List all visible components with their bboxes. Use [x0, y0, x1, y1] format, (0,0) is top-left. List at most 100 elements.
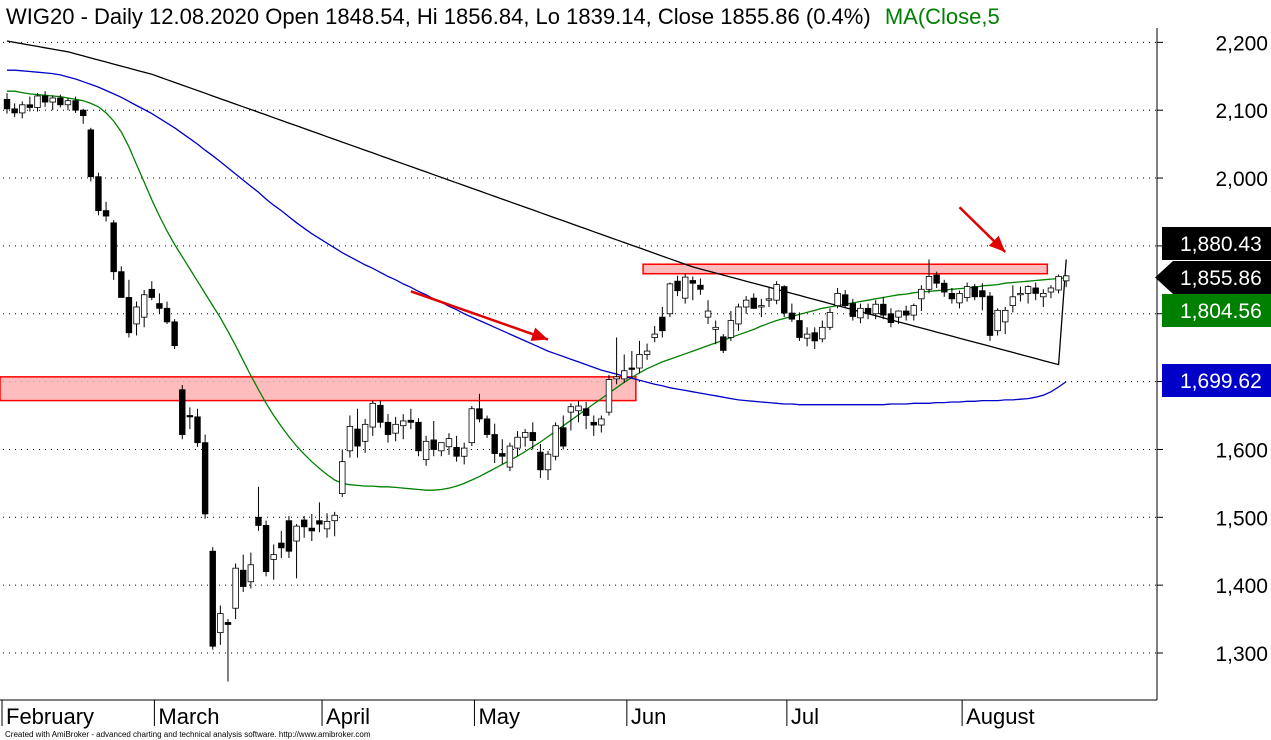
- candle-body: [636, 354, 643, 369]
- candle: [125, 279, 133, 338]
- candle-body: [285, 520, 293, 552]
- candle: [483, 415, 491, 438]
- candle-body: [49, 97, 56, 103]
- arrow-shaft: [410, 290, 549, 341]
- month-label: Jun: [631, 704, 666, 729]
- arrow-head: [530, 327, 549, 341]
- candle-body: [560, 427, 567, 447]
- price-label: 1,855.86: [1155, 261, 1271, 294]
- candle: [872, 300, 879, 320]
- month-label: April: [326, 704, 370, 729]
- candle: [582, 401, 590, 430]
- candle-body: [422, 440, 430, 461]
- candle: [80, 108, 87, 124]
- y-tick-label: 2,200: [1215, 32, 1268, 55]
- candle-body: [590, 421, 597, 426]
- candle: [476, 393, 483, 423]
- candle-body: [1047, 287, 1055, 293]
- candle-body: [704, 310, 712, 318]
- candle-body: [209, 550, 216, 647]
- candle-body: [194, 416, 201, 444]
- candle: [636, 340, 643, 374]
- candle: [1024, 285, 1032, 304]
- candle-body: [819, 326, 826, 340]
- candle: [902, 305, 910, 321]
- candle-body: [1017, 292, 1024, 296]
- candle-body: [384, 421, 392, 435]
- candle: [674, 275, 681, 297]
- candle: [163, 301, 171, 324]
- candle-body: [377, 404, 384, 423]
- candle: [110, 220, 117, 280]
- candle: [895, 310, 902, 324]
- price-label-box: [1162, 364, 1271, 397]
- candle: [468, 406, 476, 447]
- candle: [354, 408, 361, 458]
- candle-body: [26, 104, 34, 108]
- candle: [1040, 289, 1047, 307]
- candle-body: [468, 408, 476, 444]
- candle: [613, 337, 620, 385]
- candle: [407, 408, 415, 430]
- resistance-zone: [642, 263, 1049, 275]
- candle-body: [811, 332, 818, 342]
- candle: [857, 303, 864, 324]
- candle: [697, 278, 704, 295]
- candle-body: [849, 303, 857, 317]
- candle-body: [19, 104, 26, 114]
- candle-body: [186, 415, 194, 418]
- candle: [255, 486, 262, 531]
- candle: [567, 403, 575, 431]
- candle: [438, 442, 445, 457]
- candle: [186, 407, 194, 430]
- candle-body: [659, 316, 666, 332]
- candle: [201, 434, 209, 519]
- candle-body: [1040, 292, 1047, 298]
- candle-body: [3, 98, 11, 110]
- candle-body: [171, 321, 178, 347]
- candle-body: [758, 305, 765, 308]
- candle-body: [880, 303, 887, 316]
- candle: [400, 414, 407, 440]
- candle: [826, 308, 834, 331]
- candle-body: [217, 613, 224, 634]
- candle-body: [80, 109, 87, 117]
- candle-body: [689, 280, 696, 284]
- annotation-arrows: [410, 206, 1007, 341]
- candle: [575, 401, 582, 423]
- candle-body: [956, 292, 963, 304]
- candle-body: [331, 514, 338, 522]
- candle: [232, 563, 239, 620]
- candle: [781, 285, 788, 318]
- candle: [140, 290, 148, 328]
- candle-body: [293, 525, 300, 542]
- candle: [377, 400, 384, 428]
- candle-body: [941, 282, 948, 293]
- candle-body: [979, 290, 986, 298]
- candle: [361, 418, 369, 453]
- candle-body: [415, 421, 422, 452]
- y-tick-label: 1,600: [1215, 439, 1268, 462]
- price-label-text: 1,699.62: [1180, 370, 1262, 393]
- candle: [247, 552, 255, 589]
- candle: [880, 296, 887, 320]
- candle-body: [369, 402, 376, 428]
- candle-body: [499, 453, 506, 457]
- candle-body: [902, 310, 910, 316]
- price-label-box: [1162, 294, 1271, 327]
- candle: [57, 94, 64, 108]
- candle: [849, 298, 857, 321]
- candle-body: [720, 336, 727, 351]
- month-label: August: [966, 704, 1035, 729]
- candle: [1055, 274, 1062, 294]
- candle-body: [506, 445, 514, 468]
- candle-body: [651, 333, 658, 338]
- candle: [971, 283, 978, 301]
- price-label: 1,699.62: [1162, 364, 1271, 397]
- candle-body: [392, 423, 399, 434]
- candle-body: [1055, 276, 1062, 291]
- candle: [156, 293, 163, 314]
- candle: [979, 283, 986, 311]
- candle-body: [872, 303, 879, 315]
